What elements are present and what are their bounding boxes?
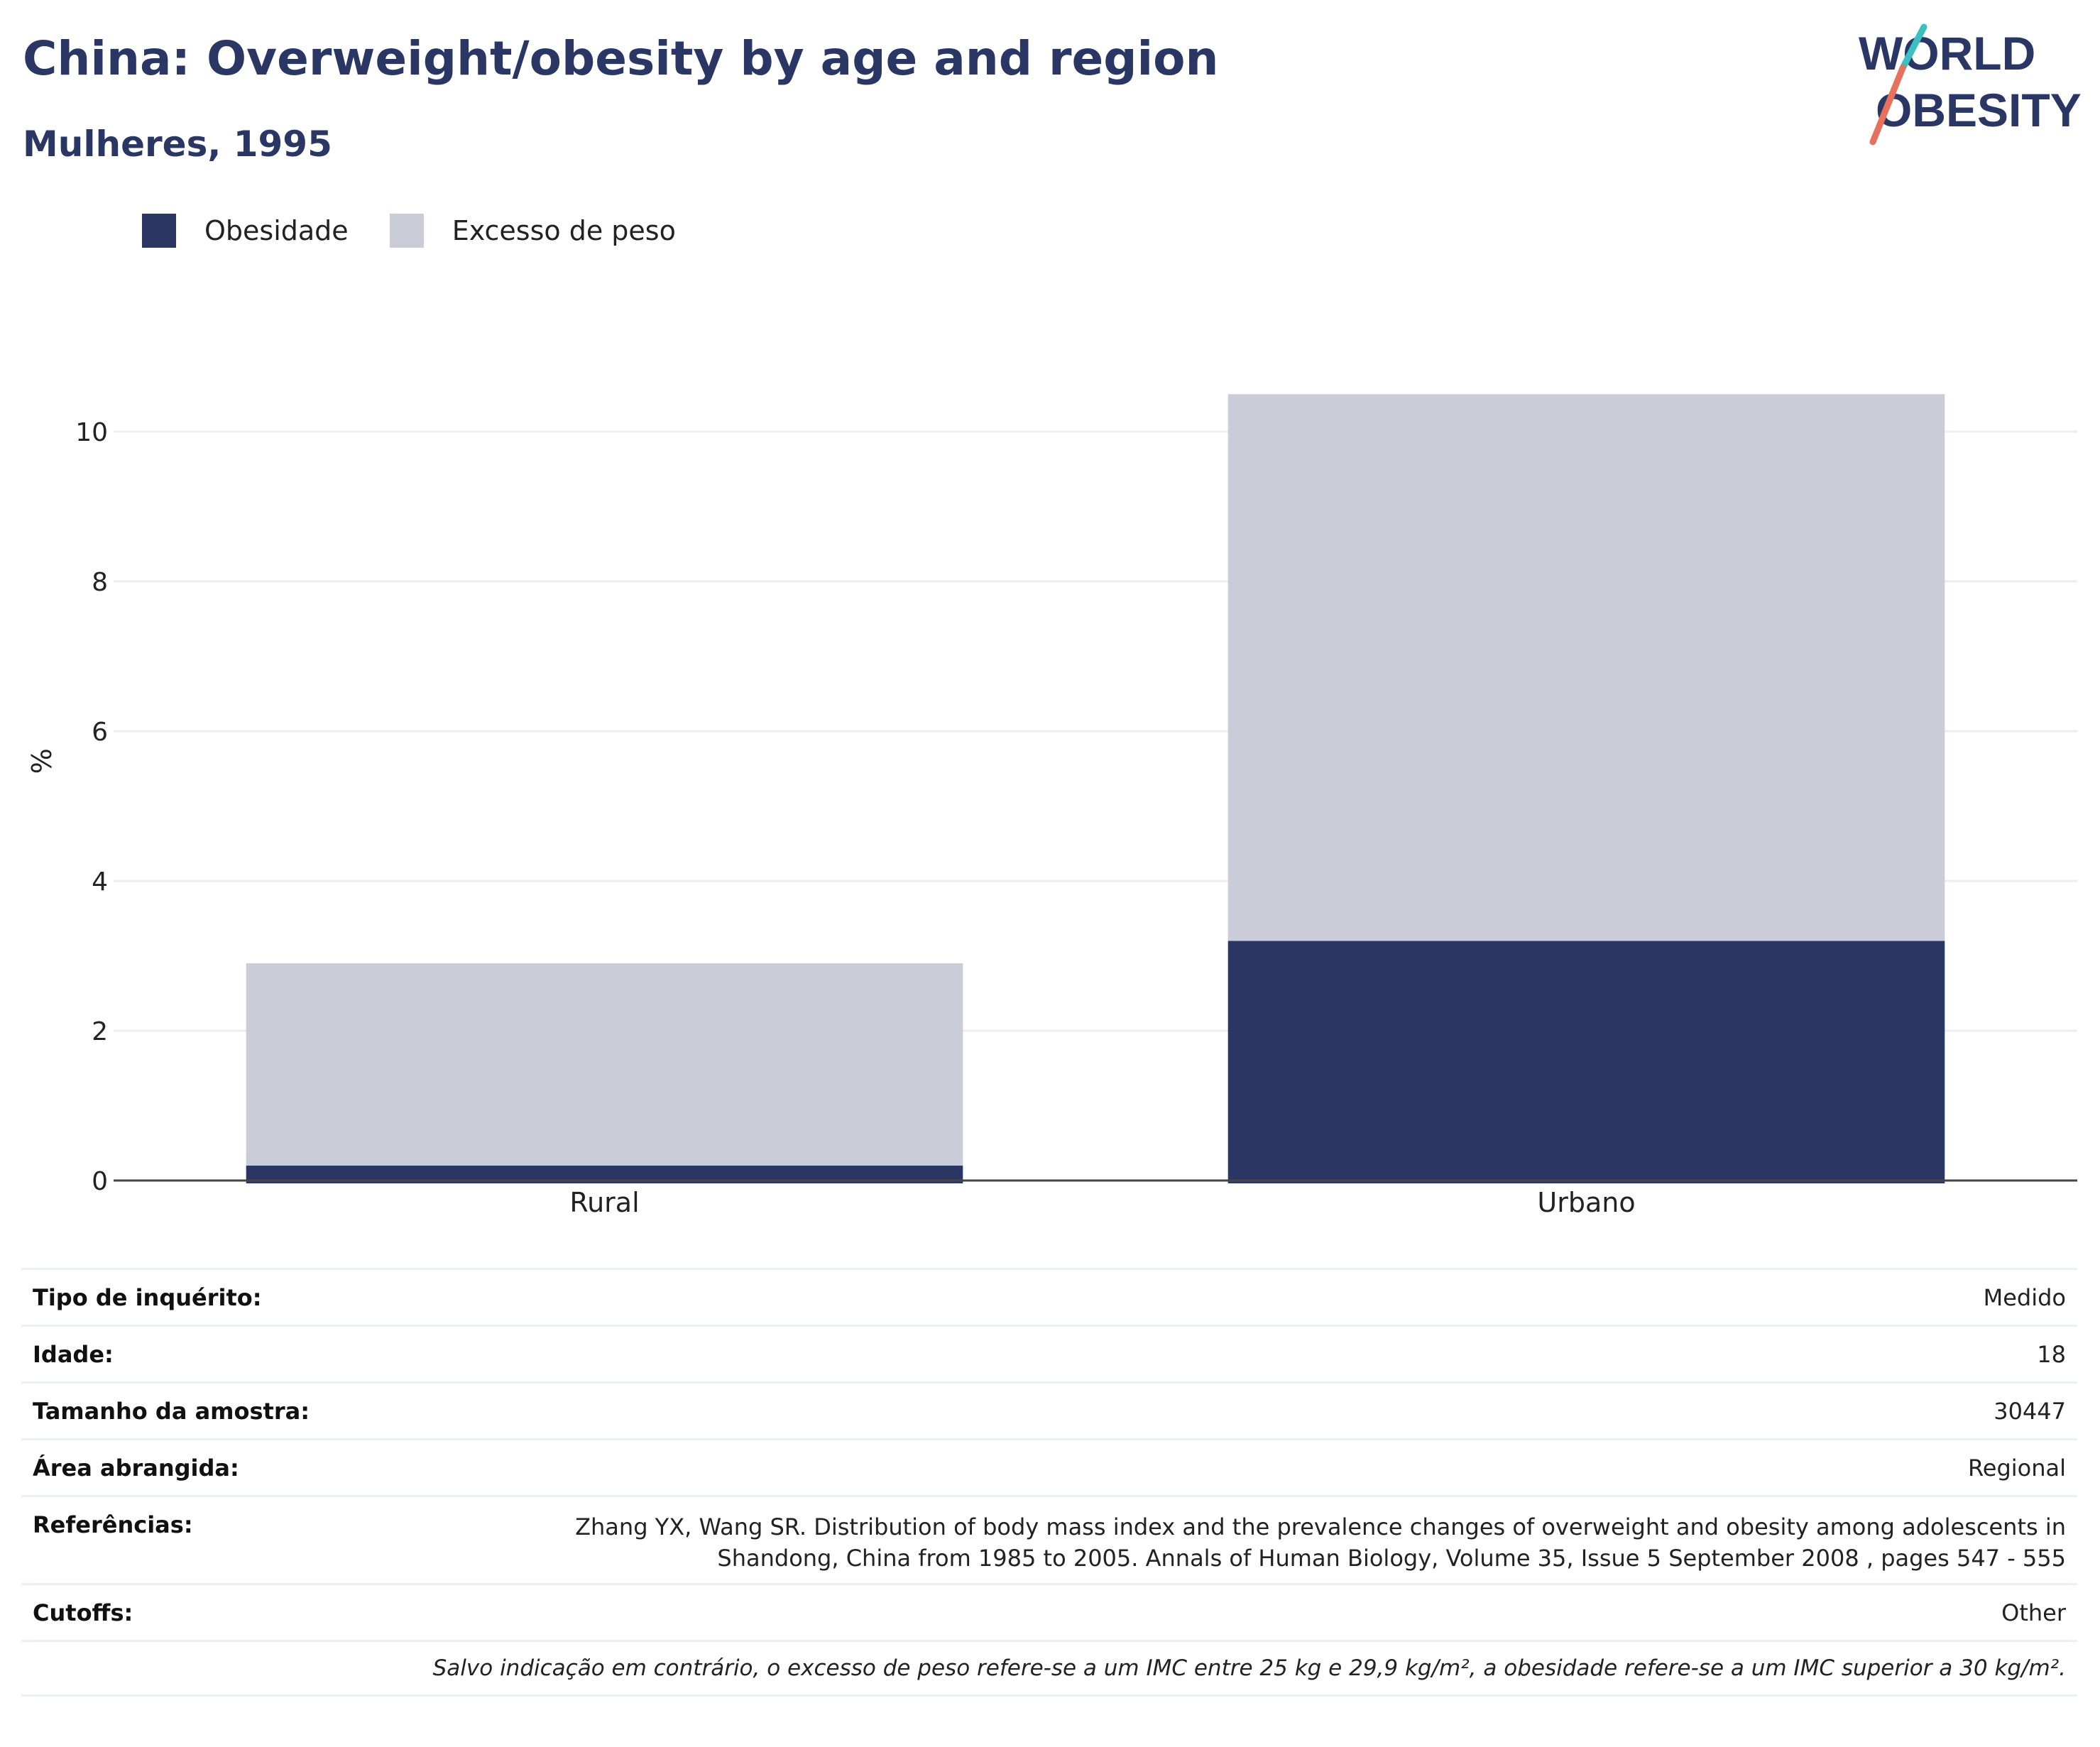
info-row-cutoffs: Cutoffs: Other <box>21 1583 2077 1640</box>
info-row-area: Área abrangida: Regional <box>21 1438 2077 1495</box>
world-obesity-logo: WORLD OBESITY <box>1859 23 2082 146</box>
y-tick-label: 10 <box>75 418 108 447</box>
page-subtitle: Mulheres, 1995 <box>23 124 332 165</box>
legend-label-overweight: Excesso de peso <box>452 215 676 246</box>
info-value: Regional <box>1967 1454 2066 1482</box>
legend-label-obesity: Obesidade <box>204 215 349 246</box>
y-tick-label: 2 <box>92 1017 108 1046</box>
info-label: Cutoffs: <box>33 1599 133 1626</box>
info-label: Área abrangida: <box>33 1454 239 1482</box>
logo-line2: OBESITY <box>1876 84 2082 136</box>
info-row-references: Referências: Zhang YX, Wang SR. Distribu… <box>21 1495 2077 1583</box>
info-row-sample-size: Tamanho da amostra: 30447 <box>21 1381 2077 1438</box>
logo-slash-top <box>1899 23 1927 72</box>
info-row-age: Idade: 18 <box>21 1325 2077 1381</box>
y-tick-label: 6 <box>92 718 108 747</box>
y-tick-label: 0 <box>92 1167 108 1196</box>
y-axis-label: % <box>26 748 58 774</box>
logo-line1: WORLD <box>1859 27 2035 80</box>
info-value: Other <box>2001 1599 2066 1626</box>
footnote-text: Salvo indicação em contrário, o excesso … <box>432 1655 2066 1681</box>
legend-swatch-overweight <box>389 214 424 248</box>
legend-item-obesity[interactable]: Obesidade <box>142 214 349 248</box>
x-tick-label: Rural <box>569 1187 639 1218</box>
info-value: 30447 <box>1994 1397 2066 1425</box>
bar-overweight-rural <box>246 963 963 1166</box>
info-value: Medido <box>1983 1283 2066 1311</box>
reference-line-1: Zhang YX, Wang SR. Distribution of body … <box>575 1513 2066 1540</box>
footnote-row: Salvo indicação em contrário, o excesso … <box>21 1640 2077 1697</box>
chart-legend: Obesidade Excesso de peso <box>142 212 717 250</box>
legend-item-overweight[interactable]: Excesso de peso <box>389 214 676 248</box>
page-title: China: Overweight/obesity by age and reg… <box>23 31 1219 86</box>
info-label: Referências: <box>33 1511 193 1538</box>
x-tick-label: Urbano <box>1537 1187 1635 1218</box>
legend-swatch-obesity <box>142 214 176 248</box>
y-tick-label: 8 <box>92 568 108 597</box>
info-label: Idade: <box>33 1340 114 1368</box>
survey-info-table: Tipo de inquérito: Medido Idade: 18 Tama… <box>21 1268 2077 1697</box>
bar-obesity-urbano <box>1227 941 1945 1183</box>
info-label: Tamanho da amostra: <box>33 1397 310 1425</box>
reference-line-2: Shandong, China from 1985 to 2005. Annal… <box>717 1545 2066 1572</box>
logo-slash-bottom <box>1869 65 1906 146</box>
info-label: Tipo de inquérito: <box>33 1283 262 1311</box>
bar-overweight-urbano <box>1227 394 1945 941</box>
info-value-references: Zhang YX, Wang SR. Distribution of body … <box>575 1511 2066 1574</box>
info-row-survey-type: Tipo de inquérito: Medido <box>21 1268 2077 1325</box>
y-tick-label: 4 <box>92 867 108 897</box>
bar-chart: 0 2 4 6 8 10% Rural Urbano <box>26 394 2077 1218</box>
info-value: 18 <box>2037 1340 2066 1368</box>
